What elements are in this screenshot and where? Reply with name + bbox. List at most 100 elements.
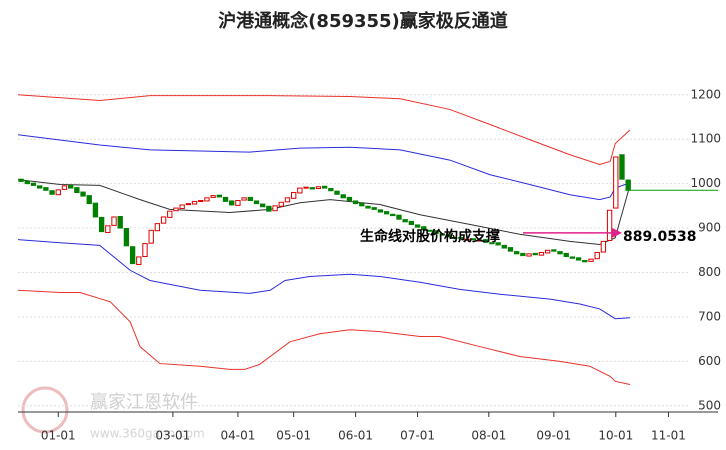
candle-body <box>260 203 266 208</box>
chart-title: 沪港通概念(859355)赢家极反通道 <box>218 10 508 32</box>
candle-body <box>445 234 452 238</box>
candle-body <box>290 192 297 199</box>
candle-body <box>582 259 588 263</box>
candle-body <box>402 219 408 223</box>
annotation-text: 生命线对股价构成支撑 <box>360 228 500 245</box>
y-tick-label: 600 <box>698 354 721 368</box>
x-tick-label: 03-01 <box>155 429 190 443</box>
candle-body <box>334 190 340 195</box>
candle-body <box>414 224 421 228</box>
candle-body <box>55 189 61 196</box>
candle-body <box>352 200 359 205</box>
y-tick-label: 1200 <box>690 87 721 101</box>
candle-body <box>179 204 185 210</box>
candle-body <box>495 242 501 246</box>
candle-body <box>24 180 30 185</box>
candle-body <box>439 233 446 236</box>
candle-body <box>92 202 99 218</box>
candle-body <box>191 200 198 205</box>
candle-body <box>86 195 92 205</box>
x-tick-label: 01-01 <box>41 429 76 443</box>
candle-body <box>340 194 346 199</box>
candle-body <box>390 213 396 217</box>
candle-body <box>476 239 483 242</box>
candle-body <box>538 251 545 256</box>
candle-body <box>514 251 520 255</box>
watermark-name: 赢家江恩软件 <box>90 391 198 413</box>
y-tick-label: 700 <box>698 309 721 323</box>
candle-body <box>204 197 210 202</box>
candle-body <box>501 244 507 249</box>
candle-body <box>18 178 24 182</box>
channel-line <box>17 289 631 385</box>
candle-body <box>458 236 464 240</box>
candle-body <box>315 186 322 190</box>
candle-body <box>421 226 427 231</box>
candle-body <box>297 187 303 194</box>
candle-body <box>74 187 80 194</box>
candle-body <box>625 179 631 191</box>
candle-body <box>111 216 117 226</box>
candle-body <box>427 229 433 232</box>
y-tick-label: 1100 <box>690 132 721 146</box>
candle-body <box>37 185 43 189</box>
candle-body <box>383 211 390 215</box>
candle-body <box>284 197 291 203</box>
candle-body <box>483 239 489 243</box>
candle-body <box>520 252 526 257</box>
candle-body <box>222 196 229 202</box>
candle-body <box>198 200 204 203</box>
candle-body <box>142 243 148 257</box>
candle-body <box>167 210 173 218</box>
candle-body <box>266 205 272 212</box>
candle-body <box>136 256 142 265</box>
candle-body <box>154 223 161 232</box>
x-tick-label: 07-01 <box>400 429 435 443</box>
y-tick-label: 500 <box>698 398 721 412</box>
candle-body <box>594 251 600 260</box>
annotation-value: 889.0538 <box>623 229 697 245</box>
candle-body <box>396 214 402 220</box>
candle-body <box>148 229 154 244</box>
candle-body <box>507 247 514 252</box>
candle-body <box>575 257 582 261</box>
candle-body <box>272 205 278 212</box>
x-tick-label: 05-01 <box>276 429 311 443</box>
candle-body <box>464 238 470 241</box>
candle-body <box>359 202 365 207</box>
candle-body <box>365 205 371 209</box>
candle-body <box>49 190 55 195</box>
candle-body <box>129 246 136 265</box>
candle-body <box>433 230 439 234</box>
candle-body <box>346 196 353 202</box>
x-tick-label: 11-01 <box>651 429 686 443</box>
candle-body <box>235 200 241 206</box>
channel-line <box>17 94 631 166</box>
x-tick-label: 04-01 <box>220 429 255 443</box>
candle-body <box>557 251 563 255</box>
candle-body <box>303 186 309 189</box>
candle-body <box>619 154 625 180</box>
candle-body <box>613 156 619 209</box>
candle-body <box>185 203 192 206</box>
candle-body <box>408 220 415 226</box>
candle-body <box>489 242 495 245</box>
candle-body <box>247 196 253 202</box>
watermark: 赢家江恩软件 www.360gann.com <box>21 386 205 441</box>
arrow-head <box>612 227 622 238</box>
candle-body <box>452 236 458 239</box>
candle-body <box>321 185 328 189</box>
candle-body <box>117 216 123 229</box>
candle-body <box>67 184 74 189</box>
candle-body <box>551 249 557 252</box>
candle-body <box>532 252 538 256</box>
channel-line <box>17 179 631 246</box>
channel-line <box>17 239 631 320</box>
x-tick-label: 06-01 <box>338 429 373 443</box>
candle-body <box>278 201 284 207</box>
candle-body <box>563 252 569 257</box>
candle-body <box>241 197 247 201</box>
channel-line <box>17 134 631 201</box>
x-tick-label: 09-01 <box>536 429 571 443</box>
